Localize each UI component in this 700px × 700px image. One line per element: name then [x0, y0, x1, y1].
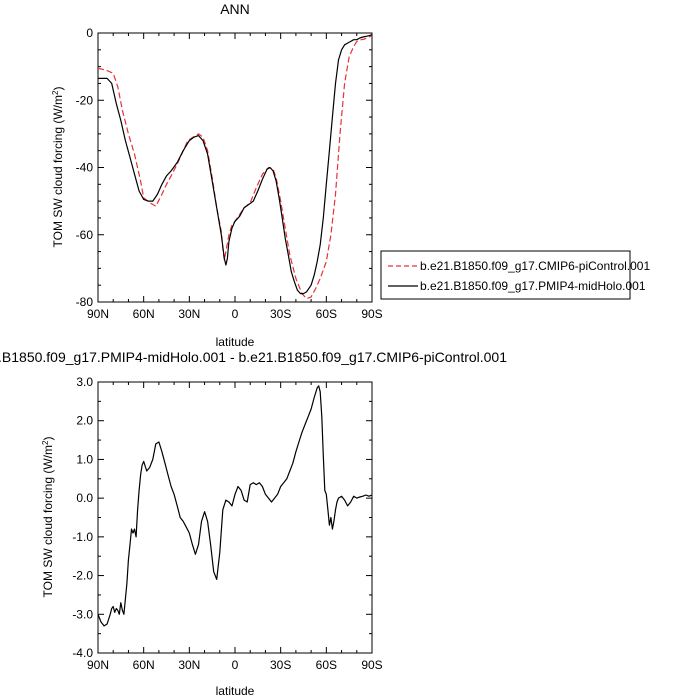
bottom-ylabel: TOM SW cloud forcing (W/m2)	[41, 437, 56, 598]
bottom-tick-labels: 90N 60N 30N 0 30S 60S 90S 3.0 2.0 1.0 0.0 -1.0 -2.0 -…	[72, 375, 382, 672]
top-series-lines	[97, 34, 373, 300]
top-ytick-label: -40	[76, 161, 94, 175]
top-xtick-label: 0	[232, 307, 239, 321]
top-xtick-label: 30S	[270, 307, 291, 321]
bottom-title: b.e21.B1850.f09_g17.PMIP4-midHolo.001 - …	[0, 349, 507, 365]
top-xtick-label: 60N	[133, 307, 155, 321]
bottom-ytick-label: 3.0	[76, 375, 93, 389]
top-xtick-label: 60S	[316, 307, 337, 321]
top-ytick-label: -80	[76, 295, 94, 309]
bottom-ytick-label: -2.0	[72, 569, 93, 583]
top-axes	[97, 32, 373, 303]
bottom-series-line-0	[97, 385, 373, 627]
top-xtick-label: 30N	[178, 307, 200, 321]
top-title: ANN	[220, 1, 250, 17]
bottom-ytick-label: 2.0	[76, 414, 93, 428]
bottom-xtick-label: 60S	[316, 658, 337, 672]
top-ytick-label: -60	[76, 228, 94, 242]
bottom-xtick-label: 90N	[87, 658, 109, 672]
bottom-ytick-label: -4.0	[72, 646, 93, 660]
bottom-ytick-label: 0.0	[76, 491, 93, 505]
top-ylabel: TOM SW cloud forcing (W/m2)	[51, 87, 66, 248]
bottom-xlabel: latitude	[216, 684, 255, 698]
bottom-axes	[97, 381, 373, 654]
top-plot-frame	[97, 32, 373, 303]
bottom-panel: b.e21.B1850.f09_g17.PMIP4-midHolo.001 - …	[0, 349, 507, 698]
top-xtick-label: 90S	[361, 307, 382, 321]
top-ytick-label: 0	[86, 26, 93, 40]
legend-label-picontrol: b.e21.B1850.f09_g17.CMIP6-piControl.001	[420, 259, 650, 273]
top-xlabel: latitude	[216, 335, 255, 349]
bottom-xtick-label: 0	[232, 658, 239, 672]
bottom-series-lines	[97, 385, 373, 627]
bottom-xtick-label: 90S	[361, 658, 382, 672]
top-tick-labels: 90N 60N 30N 0 30S 60S 90S 0 -20 -40 -60 -80	[76, 26, 383, 321]
legend-box	[380, 250, 631, 300]
bottom-ytick-label: 1.0	[76, 452, 93, 466]
top-ytick-label: -20	[76, 93, 94, 107]
top-series-line-1	[98, 34, 373, 295]
bottom-ytick-label: -3.0	[72, 607, 93, 621]
bottom-ytick-label: -1.0	[72, 530, 93, 544]
legend-label-midholo: b.e21.B1850.f09_g17.PMIP4-midHolo.001	[420, 279, 646, 293]
legend: b.e21.B1850.f09_g17.CMIP6-piControl.001 …	[380, 250, 650, 300]
bottom-xtick-label: 60N	[133, 658, 155, 672]
top-xtick-label: 90N	[87, 307, 109, 321]
top-panel: ANN 90N 60N 30N 0 30S 60S 90S 0 -20 -40 -60 -80 lat…	[51, 1, 383, 349]
bottom-xtick-label: 30S	[270, 658, 291, 672]
bottom-xtick-label: 30N	[178, 658, 200, 672]
top-series-line-0	[97, 35, 373, 300]
